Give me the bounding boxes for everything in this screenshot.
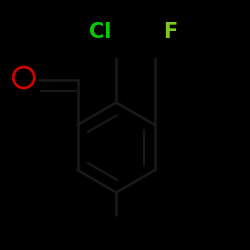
Text: F: F: [163, 22, 177, 42]
Text: Cl: Cl: [89, 22, 111, 42]
